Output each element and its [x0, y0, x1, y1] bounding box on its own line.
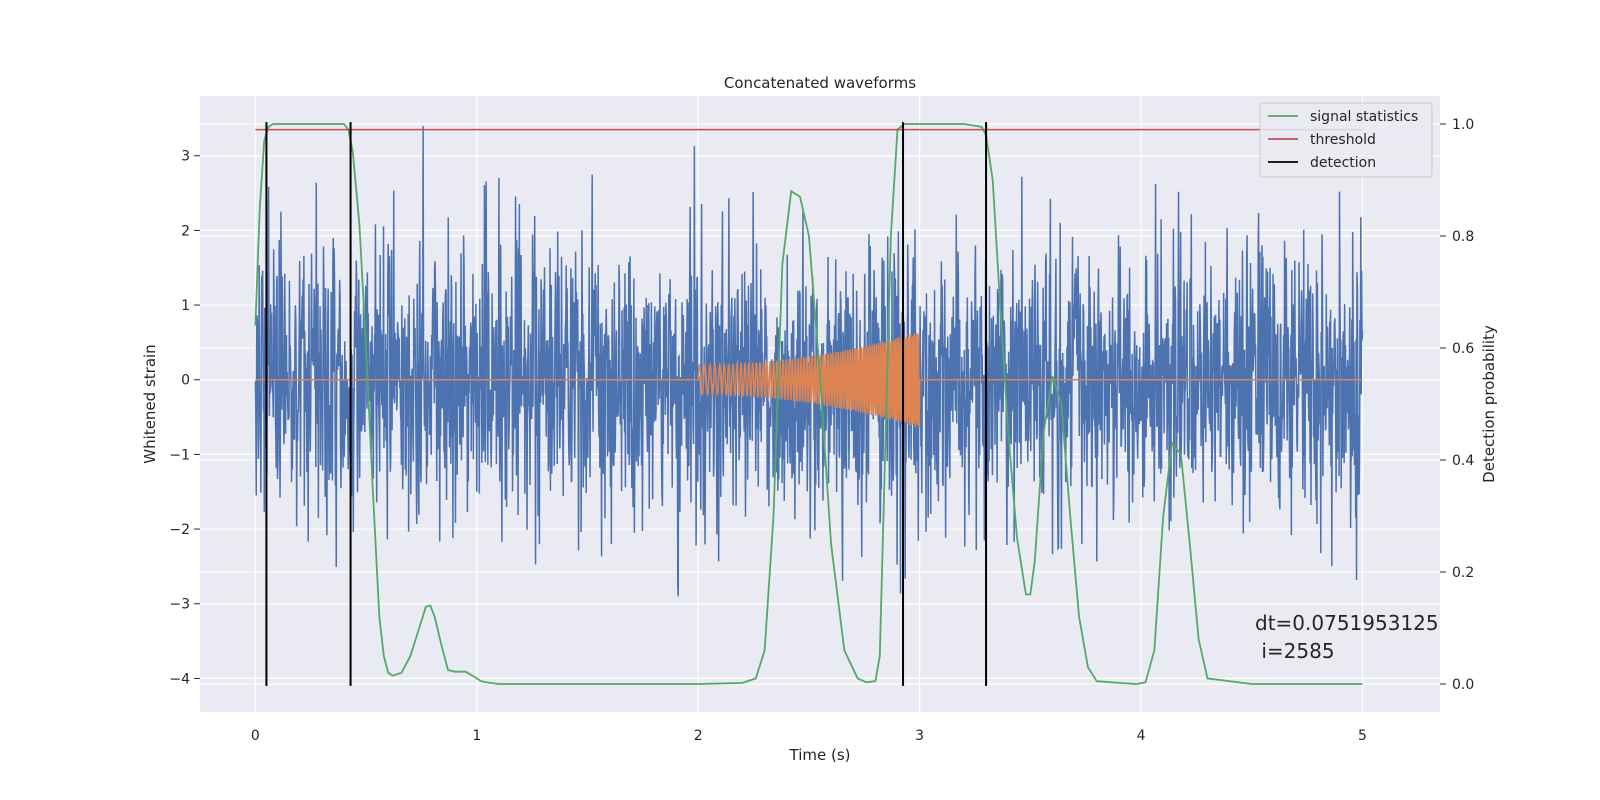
injected-waveform-line [255, 332, 1363, 428]
legend-box [1259, 102, 1433, 178]
x-axis-title: Time (s) [789, 746, 851, 764]
whitened-strain-line [254, 125, 1364, 597]
y2-tick-label: 0.4 [1452, 453, 1474, 469]
legend-label-detection: detection [1310, 155, 1376, 171]
y-tick-label: 3 [181, 149, 190, 165]
annotation-index: i=2585 [1255, 639, 1335, 663]
y2-tick-label: 0.8 [1452, 229, 1474, 245]
legend-label-threshold: threshold [1310, 132, 1376, 148]
legend-label-signal-statistics: signal statistics [1310, 109, 1418, 125]
annotation-dt: dt=0.0751953125 [1255, 611, 1439, 635]
y-tick-label: 2 [181, 223, 190, 239]
detection-series [265, 122, 988, 686]
y-tick-label: −3 [169, 597, 190, 613]
signal-statistics-line [254, 123, 1363, 685]
y-tick-label: −4 [169, 671, 190, 687]
y2-tick-label: 1.0 [1452, 117, 1474, 133]
x-tick-label: 5 [1358, 728, 1367, 744]
chart-title: Concatenated waveforms [724, 74, 916, 92]
x-tick-label: 3 [915, 728, 924, 744]
x-tick-label: 0 [251, 728, 260, 744]
y-tick-label: 1 [181, 298, 190, 314]
x-tick-label: 1 [472, 728, 481, 744]
whitened-strain-series [254, 125, 1364, 597]
legend: signal statistics threshold detection [1259, 102, 1433, 178]
x-tick-label: 2 [694, 728, 703, 744]
x-tick-label: 4 [1137, 728, 1146, 744]
y-axis-title: Whitened strain [141, 344, 159, 463]
axes: 0 1 2 3 4 5 −4 −3 −2 −1 0 1 2 3 0.0 0.2 0.4 0.6 0.8 1.0 [169, 117, 1474, 744]
y2-axis-title: Detection probability [1480, 325, 1498, 483]
y-tick-label: −1 [169, 447, 190, 463]
y2-tick-label: 0.0 [1452, 677, 1474, 693]
y-tick-label: −2 [169, 522, 190, 538]
y-tick-label: 0 [181, 373, 190, 389]
injected-waveform-series [255, 332, 1363, 428]
y2-tick-label: 0.6 [1452, 341, 1474, 357]
signal-statistics-series [254, 123, 1363, 685]
y2-tick-label: 0.2 [1452, 565, 1474, 581]
